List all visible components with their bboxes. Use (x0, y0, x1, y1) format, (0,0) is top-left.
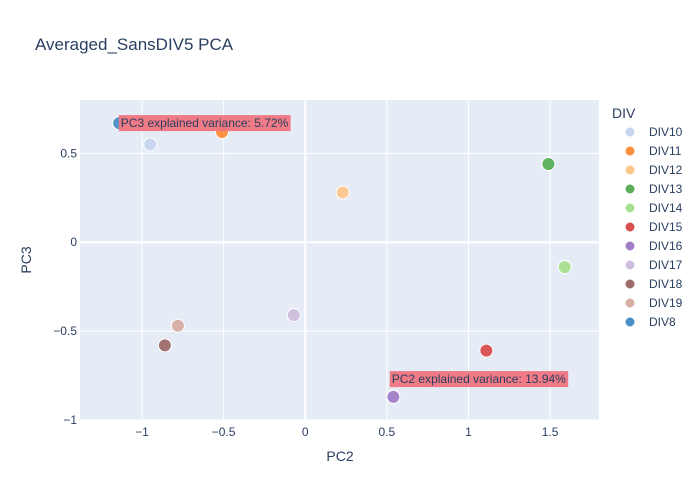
legend-item-div17[interactable]: DIV17 (624, 258, 683, 272)
y-tick-label: 0.5 (60, 146, 77, 160)
point-div19 (170, 318, 185, 333)
x-axis-ticks: −1 −0.5 0 0.5 1 1.5 (135, 425, 559, 439)
legend-marker (624, 278, 636, 290)
y-tick-label: 0 (70, 235, 77, 249)
legend-label: DIV14 (649, 201, 683, 215)
legend-item-div13[interactable]: DIV13 (624, 182, 683, 196)
legend-marker (624, 221, 636, 233)
annotations: PC3 explained variance: 5.72% PC2 explain… (118, 115, 569, 388)
chart-title: Averaged_SansDIV5 PCA (35, 35, 234, 54)
legend-label: DIV11 (649, 144, 682, 158)
legend-marker (624, 259, 636, 271)
legend-item-div8[interactable]: DIV8 (624, 315, 676, 329)
legend-label: DIV19 (649, 296, 683, 310)
y-tick-label: −0.5 (53, 324, 77, 338)
legend-marker (624, 126, 636, 138)
legend-item-div14[interactable]: DIV14 (624, 201, 683, 215)
x-tick-label: −1 (135, 425, 149, 439)
legend-item-div15[interactable]: DIV15 (624, 220, 683, 234)
point-div16 (386, 389, 401, 404)
legend-marker (624, 202, 636, 214)
annotation-text: PC3 explained variance: 5.72% (121, 116, 289, 130)
gridlines (80, 100, 599, 421)
legend-marker (624, 240, 636, 252)
point-div17 (286, 308, 301, 323)
point-div13 (541, 157, 556, 171)
legend: DIV DIV10 DIV11 DIV12 DIV13 DIV14 DIV15 DIV16 D… (612, 105, 683, 329)
point-div15 (479, 343, 494, 358)
legend-label: DIV18 (649, 277, 683, 291)
legend-label: DIV17 (649, 258, 683, 272)
point-div10 (143, 137, 158, 152)
data-points (112, 116, 572, 404)
annotation-box (389, 371, 569, 388)
legend-item-div10[interactable]: DIV10 (624, 125, 683, 139)
x-tick-label: 1.5 (542, 425, 559, 439)
legend-marker (624, 297, 636, 309)
legend-label: DIV16 (649, 239, 683, 253)
legend-marker (624, 145, 636, 157)
x-tick-label: −0.5 (212, 425, 236, 439)
annotation-0: PC3 explained variance: 5.72% (118, 115, 291, 132)
y-axis-title: PC3 (18, 246, 34, 273)
x-tick-label: 1 (465, 425, 472, 439)
annotation-box (118, 115, 291, 132)
annotation-1: PC2 explained variance: 13.94% (389, 371, 569, 388)
legend-item-div16[interactable]: DIV16 (624, 239, 683, 253)
annotation-text: PC2 explained variance: 13.94% (392, 372, 566, 386)
x-axis-title: PC2 (326, 448, 353, 464)
legend-item-div11[interactable]: DIV11 (624, 144, 682, 158)
legend-item-div12[interactable]: DIV12 (624, 163, 683, 177)
point-div14 (557, 260, 572, 275)
legend-marker (624, 164, 636, 176)
legend-label: DIV12 (649, 163, 683, 177)
y-axis-ticks: −1 −0.5 0 0.5 (53, 146, 77, 427)
legend-item-div18[interactable]: DIV18 (624, 277, 683, 291)
point-div18 (157, 338, 172, 353)
x-tick-label: 0.5 (378, 425, 395, 439)
legend-marker (624, 183, 636, 195)
x-tick-label: 0 (302, 425, 309, 439)
legend-label: DIV10 (649, 125, 683, 139)
point-div12 (335, 185, 350, 200)
legend-label: DIV13 (649, 182, 683, 196)
legend-label: DIV8 (649, 315, 676, 329)
legend-marker (624, 316, 636, 328)
legend-title: DIV (612, 105, 636, 121)
legend-label: DIV15 (649, 220, 683, 234)
legend-item-div19[interactable]: DIV19 (624, 296, 683, 310)
y-tick-label: −1 (63, 413, 77, 427)
